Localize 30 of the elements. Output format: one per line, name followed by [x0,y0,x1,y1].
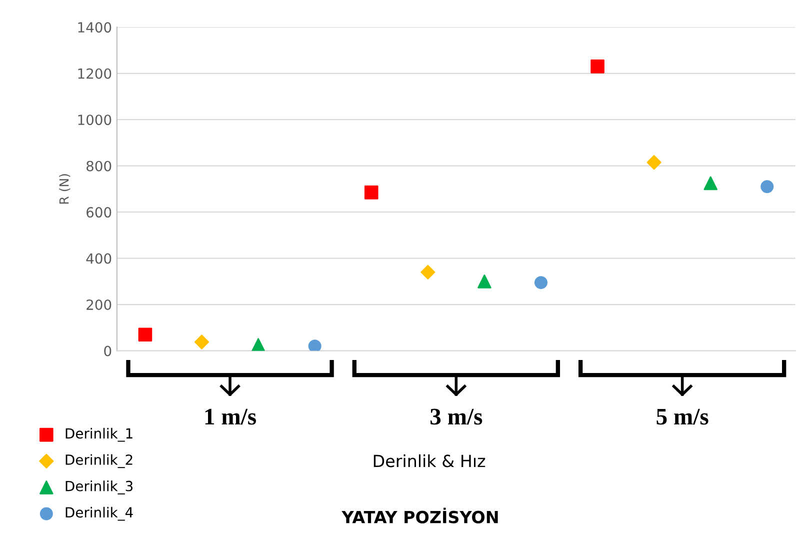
y-tick-label: 1000 [78,114,112,126]
y-tick-label: 800 [86,160,112,172]
text: 3 m/s [430,408,482,425]
y-tick-label: 0 [104,346,112,356]
point [420,264,436,280]
point [760,180,774,194]
point [646,155,662,170]
y-axis-title: R (N) [59,174,70,204]
y-tick-label: 400 [86,253,112,264]
text: 1 m/s [205,408,256,425]
point [251,338,266,351]
legend-label: Derinlik_4 [66,506,133,521]
legend-label: Derinlik_3 [66,480,133,494]
legend-label: Derinlik_1 [66,428,132,442]
text: 5 m/s [656,408,708,425]
point [704,176,718,190]
point [590,60,604,74]
text: Derinlik & Hız [374,454,486,468]
point [364,186,378,200]
point [194,334,210,350]
text: YATAY POZİSYON [342,508,498,524]
y-tick-label: 1400 [78,22,112,33]
point [534,276,548,290]
y-tick-label: 600 [86,207,112,218]
y-tick-label: 200 [86,300,112,310]
point [308,340,322,351]
y-tick-label: 1200 [78,68,112,79]
legend-label: Derinlik_2 [66,454,132,468]
point [478,274,492,288]
point [138,328,152,342]
